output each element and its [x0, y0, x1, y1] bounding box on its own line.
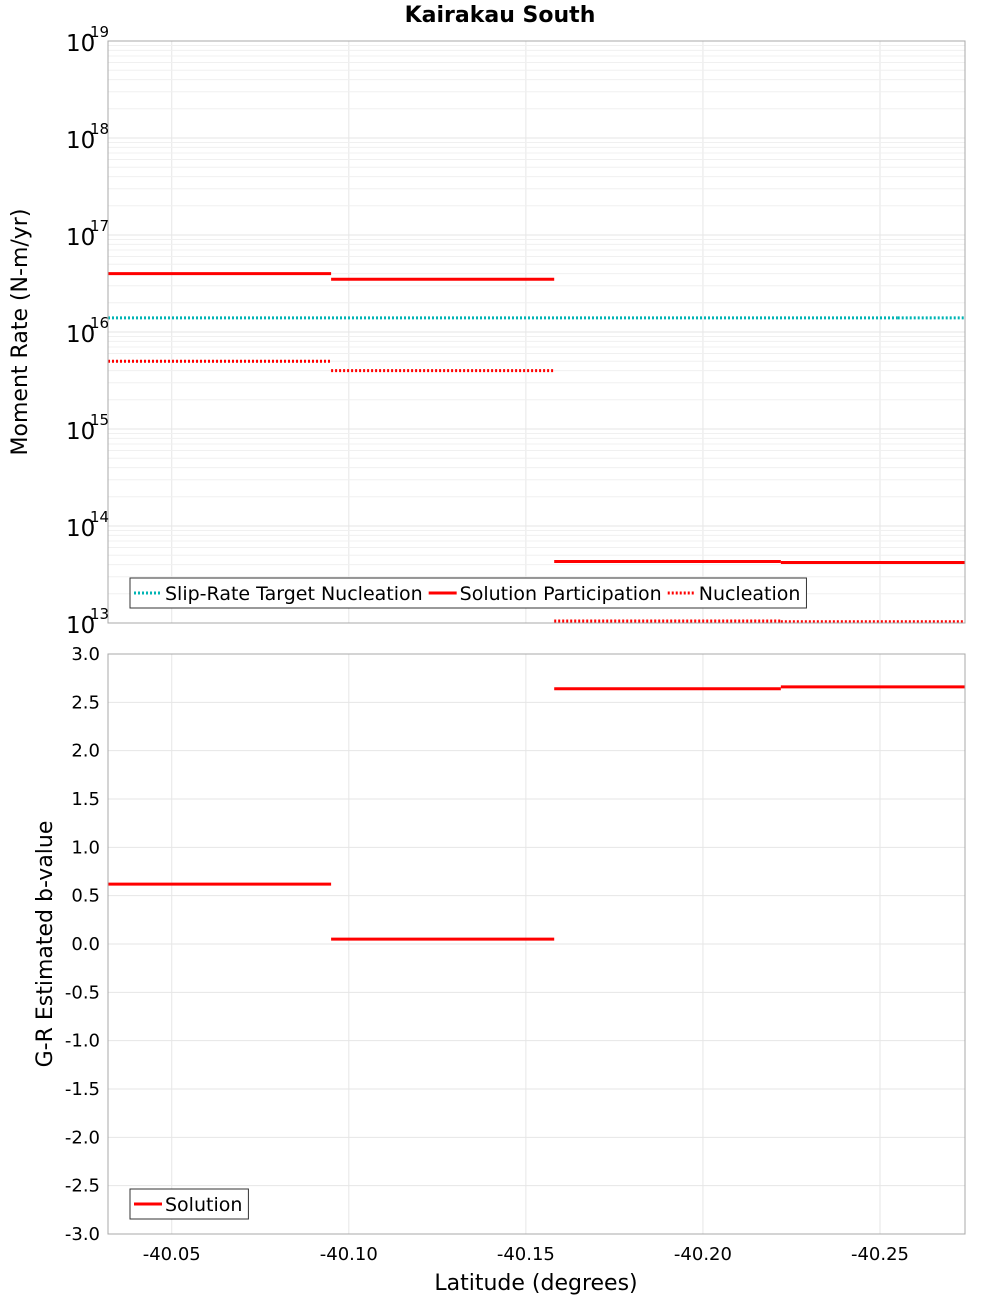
x-tick-label: -40.20 [674, 1244, 732, 1265]
b-value-y-tick-label: 1.0 [71, 837, 100, 858]
b-value-y-tick-label: -0.5 [65, 982, 100, 1003]
b-value-y-tick-label: 3.0 [71, 644, 100, 665]
b-value-y-tick-label: -2.5 [65, 1176, 100, 1197]
y-tick-exponent: 15 [90, 411, 109, 429]
moment-rate-y-axis-label: Moment Rate (N-m/yr) [8, 209, 33, 456]
b-value-series [108, 685, 965, 941]
b-value-y-tick-label: 2.5 [71, 692, 100, 713]
b-value-legend: Solution [129, 1188, 249, 1220]
y-tick-base: 10 [66, 516, 95, 542]
x-tick-label: -40.10 [320, 1244, 378, 1265]
b-value-y-tick-label: 2.0 [71, 741, 100, 762]
b-value-y-tick-label: 0.0 [71, 934, 100, 955]
y-tick-exponent: 18 [90, 120, 109, 138]
y-tick-base: 10 [66, 31, 95, 57]
b-value-y-axis-label: G-R Estimated b-value [33, 821, 58, 1068]
b-value-y-tick-label: -2.0 [65, 1127, 100, 1148]
b-value-y-tick-label: -3.0 [65, 1224, 100, 1245]
moment-rate-grid [108, 40, 965, 624]
b-value-frame [107, 653, 966, 1235]
y-tick-exponent: 19 [90, 23, 109, 41]
y-tick-exponent: 17 [90, 217, 109, 235]
y-tick-base: 10 [66, 613, 95, 639]
y-tick-base: 10 [66, 322, 95, 348]
legend-box [129, 577, 807, 609]
b-value-y-tick-label: 0.5 [71, 886, 100, 907]
moment-rate-frame [107, 40, 966, 624]
b-value-y-ticks: 3.0 2.5 2.0 1.5 1.0 0.5 0.0 -0.5 -1.0 -1.5 -2.0 -2.… [65, 644, 100, 1245]
y-tick-exponent: 14 [90, 508, 109, 526]
b-value-y-tick-label: -1.5 [65, 1079, 100, 1100]
y-tick-exponent: 16 [90, 314, 109, 332]
y-tick-exponent: 13 [90, 605, 109, 623]
chart-title: Kairakau South [405, 3, 596, 28]
b-value-grid [108, 653, 965, 1235]
b-value-y-tick-label: 1.5 [71, 789, 100, 810]
x-tick-label: -40.25 [851, 1244, 909, 1265]
moment-rate-series [108, 272, 965, 624]
x-tick-label: -40.05 [143, 1244, 201, 1265]
legend-label-solution: Solution [165, 1194, 242, 1216]
y-tick-base: 10 [66, 128, 95, 154]
moment-rate-legend: Slip-Rate Target Nucleation Solution Part… [129, 577, 807, 609]
b-value-panel: 3.0 2.5 2.0 1.5 1.0 0.5 0.0 -0.5 -1.0 -1.5 -2.0 -2.… [33, 644, 966, 1296]
x-ticks: -40.05 -40.10 -40.15 -40.20 -40.25 [143, 1244, 909, 1265]
legend-label-slip-rate-target-nucleation: Slip-Rate Target Nucleation [165, 583, 423, 605]
x-tick-label: -40.15 [497, 1244, 555, 1265]
legend-label-nucleation: Nucleation [699, 583, 801, 605]
b-value-y-tick-label: -1.0 [65, 1031, 100, 1052]
y-tick-base: 10 [66, 419, 95, 445]
y-tick-base: 10 [66, 225, 95, 251]
legend-label-solution-participation: Solution Participation [460, 583, 662, 605]
x-axis-label: Latitude (degrees) [434, 1271, 637, 1296]
